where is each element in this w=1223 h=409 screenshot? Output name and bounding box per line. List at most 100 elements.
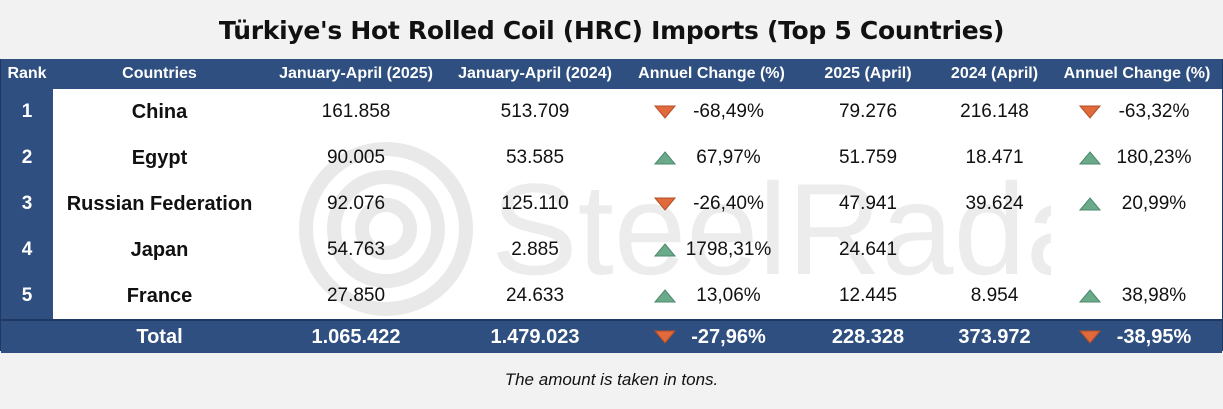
country-cell: China <box>131 100 188 123</box>
change-april-cell-value: 38,98% <box>1121 285 1187 306</box>
table-row: 3 Russian Federation 92.076 125.110 -26,40% 4… <box>1 181 1222 227</box>
total-chg1-icon-slot <box>650 330 680 344</box>
header-jan-apr-2024: January-April (2024) <box>446 59 624 89</box>
header-annual-change-jan-apr: Annuel Change (%) <box>624 59 799 89</box>
april-2025-cell: 12.445 <box>838 285 898 306</box>
change-jan-apr-cell: -26,40% <box>624 181 799 227</box>
change-april-cell: 38,98% <box>1052 273 1222 320</box>
change-jan-apr-cell: 1798,31% <box>624 227 799 273</box>
change-april-cell <box>1052 227 1222 273</box>
jan-apr-2024-cell: 53.585 <box>505 147 565 168</box>
change-april-cell: -63,32% <box>1052 89 1222 135</box>
april-2024-cell: 216.148 <box>960 101 1029 122</box>
rank-cell: 1 <box>1 89 53 135</box>
change-jan-apr-cell-value: 13,06% <box>696 285 761 306</box>
footnote: The amount is taken in tons. <box>504 370 719 389</box>
jan-apr-2025-cell: 90.005 <box>326 147 386 168</box>
triangle-down-icon <box>653 330 676 344</box>
page-title: Türkiye's Hot Rolled Coil (HRC) Imports … <box>218 15 1005 45</box>
change-april-cell-value: 180,23% <box>1116 147 1192 168</box>
triangle-down-icon <box>653 197 676 211</box>
rank-cell: 4 <box>1 227 53 273</box>
change-jan-apr-cell-value: 1798,31% <box>685 239 772 260</box>
imports-table: Rank Countries January-April (2025) Janu… <box>1 59 1222 353</box>
triangle-down-icon <box>1079 105 1101 119</box>
total-chg2-value: -38,95% <box>1116 325 1192 348</box>
header-countries: Countries <box>53 59 266 89</box>
change-jan-apr-cell-value: 67,97% <box>696 147 761 168</box>
change-april-cell-icon-slot <box>1075 151 1105 165</box>
april-2024-cell: 39.624 <box>965 193 1024 214</box>
header-april-2024: 2024 (April) <box>937 59 1052 89</box>
change-april-cell-icon-slot <box>1075 197 1105 211</box>
change-april-cell-value: -63,32% <box>1118 101 1190 122</box>
april-2024-cell: 8.954 <box>970 285 1019 306</box>
header-annual-change-april: Annuel Change (%) <box>1052 59 1222 89</box>
change-april-cell-value: 20,99% <box>1121 193 1187 214</box>
total-rank-cell <box>1 319 53 353</box>
total-jan-apr-2025: 1.065.422 <box>266 319 446 353</box>
triangle-up-icon <box>653 289 676 303</box>
triangle-up-icon <box>1079 289 1101 303</box>
rank-cell: 3 <box>1 181 53 227</box>
triangle-up-icon <box>653 243 676 257</box>
april-2024-cell: 18.471 <box>965 147 1024 168</box>
imports-table-container: SteelRadar Rank Countries January-April … <box>0 59 1223 353</box>
jan-apr-2024-cell: 513.709 <box>500 101 570 122</box>
change-jan-apr-cell-icon-slot <box>650 105 680 119</box>
total-jan-apr-2024: 1.479.023 <box>446 319 624 353</box>
jan-apr-2025-cell: 27.850 <box>326 285 386 306</box>
table-row: 2 Egypt 90.005 53.585 67,97% 51.759 18.471 180,… <box>1 135 1222 181</box>
change-jan-apr-cell-icon-slot <box>650 197 680 211</box>
table-row: 1 China 161.858 513.709 -68,49% 79.276 216.148… <box>1 89 1222 135</box>
april-2025-cell: 24.641 <box>838 239 898 260</box>
change-jan-apr-cell-value: -68,49% <box>693 101 764 122</box>
country-cell: Russian Federation <box>66 192 253 215</box>
header-april-2025: 2025 (April) <box>799 59 937 89</box>
total-april-2024: 373.972 <box>937 319 1052 353</box>
triangle-down-icon <box>1079 330 1101 344</box>
rank-cell: 5 <box>1 273 53 320</box>
header-rank: Rank <box>1 59 53 89</box>
change-jan-apr-cell-value: -26,40% <box>693 193 764 214</box>
triangle-down-icon <box>653 105 676 119</box>
triangle-up-icon <box>653 151 676 165</box>
change-jan-apr-cell: 13,06% <box>624 273 799 320</box>
jan-apr-2025-cell: 54.763 <box>326 239 386 260</box>
total-row: Total 1.065.422 1.479.023 -27,96% 228.32… <box>1 319 1222 353</box>
change-jan-apr-cell-icon-slot <box>650 243 680 257</box>
jan-apr-2025-cell: 161.858 <box>321 101 391 122</box>
total-change-april: -38,95% <box>1052 319 1222 353</box>
total-april-2025: 228.328 <box>799 319 937 353</box>
jan-apr-2024-cell: 24.633 <box>505 285 565 306</box>
rank-cell: 2 <box>1 135 53 181</box>
triangle-up-icon <box>1079 151 1101 165</box>
april-2024-cell <box>937 227 1052 273</box>
table-row: 5 France 27.850 24.633 13,06% 12.445 8.954 38,9… <box>1 273 1222 320</box>
change-april-cell-icon-slot <box>1075 105 1105 119</box>
jan-apr-2024-cell: 125.110 <box>501 193 569 214</box>
jan-apr-2025-cell: 92.076 <box>326 193 386 214</box>
total-chg2-icon-slot <box>1075 330 1105 344</box>
table-row: 4 Japan 54.763 2.885 1798,31% 24.641 <box>1 227 1222 273</box>
change-jan-apr-cell: -68,49% <box>624 89 799 135</box>
change-april-cell: 180,23% <box>1052 135 1222 181</box>
header-jan-apr-2025: January-April (2025) <box>266 59 446 89</box>
april-2025-cell: 51.759 <box>838 147 898 168</box>
april-2025-cell: 79.276 <box>838 101 898 122</box>
country-cell: Egypt <box>131 146 188 169</box>
april-2025-cell: 47.941 <box>838 193 898 214</box>
total-change-jan-apr: -27,96% <box>624 319 799 353</box>
total-chg1-value: -27,96% <box>691 325 766 348</box>
change-jan-apr-cell-icon-slot <box>650 151 680 165</box>
change-april-cell-icon-slot <box>1075 289 1105 303</box>
change-jan-apr-cell: 67,97% <box>624 135 799 181</box>
country-cell: Japan <box>130 238 189 261</box>
country-cell: France <box>126 284 193 307</box>
table-header-row: Rank Countries January-April (2025) Janu… <box>1 59 1222 89</box>
triangle-up-icon <box>1079 197 1101 211</box>
change-april-cell: 20,99% <box>1052 181 1222 227</box>
total-label: Total <box>53 319 266 353</box>
change-jan-apr-cell-icon-slot <box>650 289 680 303</box>
jan-apr-2024-cell: 2.885 <box>511 239 559 260</box>
